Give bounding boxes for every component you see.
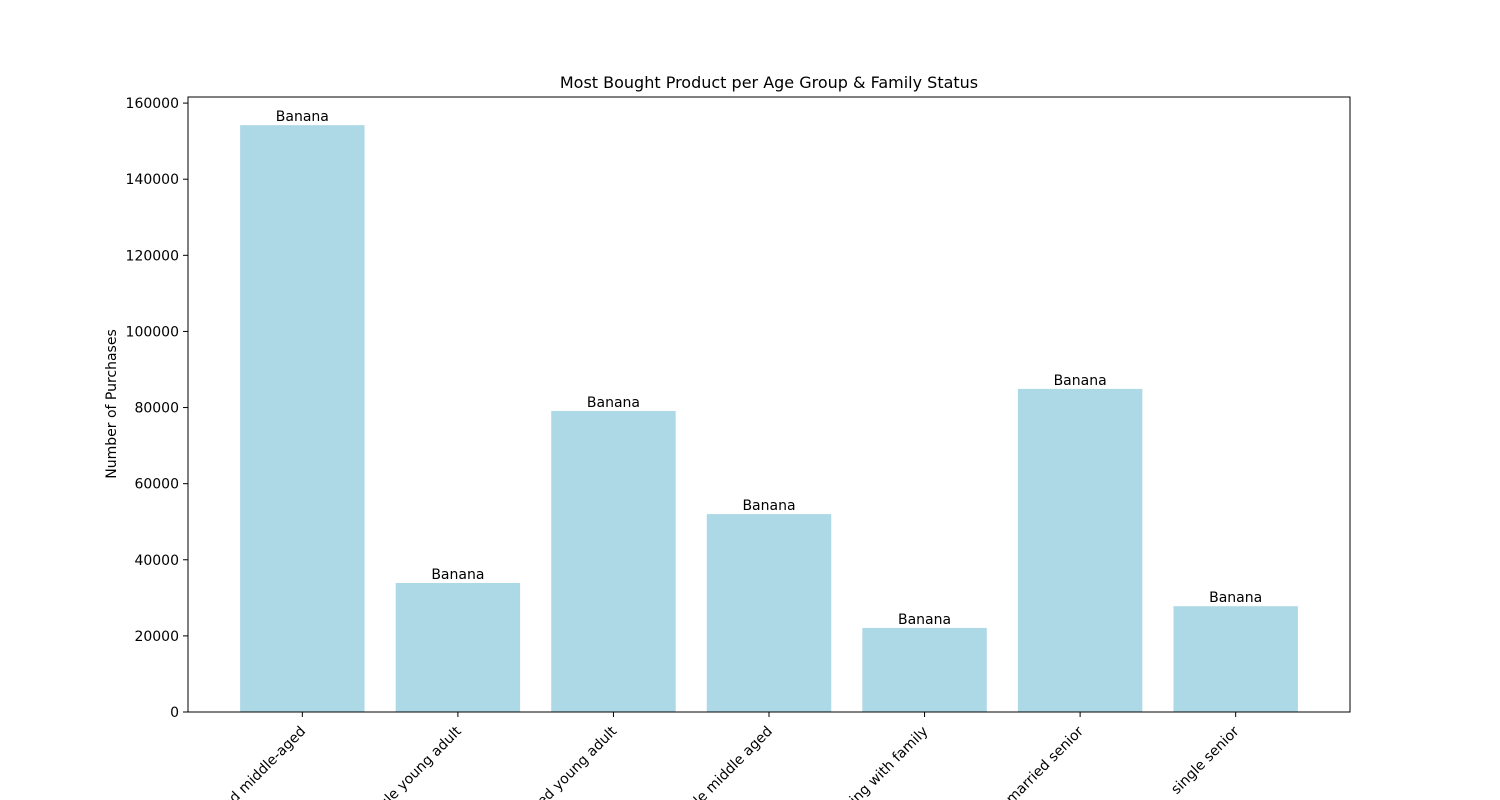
bar-label: Banana bbox=[1209, 590, 1262, 606]
y-tick-label: 140000 bbox=[126, 172, 179, 188]
bar bbox=[395, 582, 521, 712]
y-tick-label: 120000 bbox=[126, 248, 179, 264]
bar-label: Banana bbox=[276, 109, 329, 125]
x-tick-label: single young adult bbox=[362, 723, 465, 800]
x-tick-label: married young adult bbox=[508, 723, 621, 800]
y-tick-label: 100000 bbox=[126, 324, 179, 340]
y-tick-label: 40000 bbox=[134, 553, 179, 569]
y-tick-label: 60000 bbox=[134, 477, 179, 493]
bar-label: Banana bbox=[587, 395, 640, 411]
y-tick-label: 20000 bbox=[134, 629, 179, 645]
bar-label: Banana bbox=[742, 498, 795, 514]
chart-title: Most Bought Product per Age Group & Fami… bbox=[560, 73, 978, 92]
x-tick-label: single senior bbox=[1168, 723, 1242, 797]
x-tick-label: married senior bbox=[1003, 723, 1087, 800]
bar bbox=[706, 514, 832, 712]
bar bbox=[1017, 388, 1143, 712]
y-axis-label: Number of Purchases bbox=[104, 329, 120, 479]
x-tick-label: married middle-aged bbox=[194, 724, 309, 800]
y-tick-label: 80000 bbox=[134, 401, 179, 417]
x-tick-label: single middle aged bbox=[670, 724, 775, 800]
y-tick-label: 0 bbox=[170, 705, 179, 721]
bar-label: Banana bbox=[898, 612, 951, 628]
plot-frame bbox=[187, 96, 1351, 713]
bar bbox=[551, 410, 676, 712]
x-tick-label: living with family bbox=[836, 724, 932, 800]
bar-label: Banana bbox=[431, 567, 484, 583]
bar bbox=[1173, 606, 1298, 712]
bar-label: Banana bbox=[1054, 373, 1107, 389]
y-tick-label: 160000 bbox=[126, 96, 179, 112]
bar bbox=[240, 125, 365, 713]
bar bbox=[862, 627, 987, 712]
